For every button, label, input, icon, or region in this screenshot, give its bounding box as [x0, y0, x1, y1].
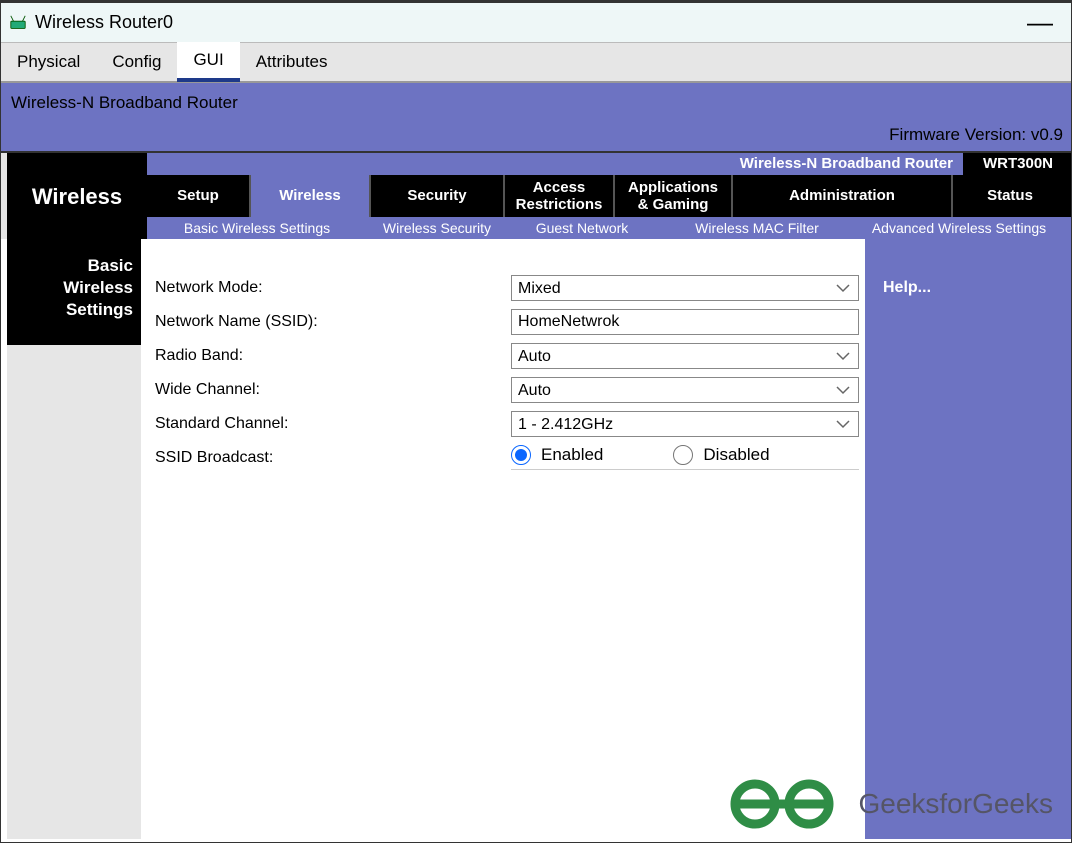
- radio-ssid-enabled[interactable]: [511, 445, 531, 465]
- sub-nav: Basic Wireless Settings Wireless Securit…: [147, 217, 1071, 239]
- nav-admin[interactable]: Administration: [731, 175, 951, 217]
- subnav-guest-network[interactable]: Guest Network: [507, 220, 657, 236]
- subnav-basic[interactable]: Basic Wireless Settings: [147, 220, 367, 236]
- window-titlebar: Wireless Router0 —: [1, 3, 1071, 43]
- help-link[interactable]: Help...: [883, 279, 1053, 297]
- select-standard-channel[interactable]: 1 - 2.412GHz: [511, 411, 859, 437]
- label-ssid-broadcast: SSID Broadcast:: [155, 449, 511, 467]
- window-title: Wireless Router0: [35, 12, 173, 33]
- radio-ssid-disabled[interactable]: [673, 445, 693, 465]
- firmware-version: Firmware Version: v0.9: [9, 125, 1063, 145]
- nav-wireless[interactable]: Wireless: [249, 175, 369, 217]
- nav-status[interactable]: Status: [951, 175, 1067, 217]
- geeksforgeeks-icon: [722, 774, 842, 834]
- left-rail: Basic Wireless Settings: [7, 239, 141, 839]
- subnav-advanced[interactable]: Advanced Wireless Settings: [857, 220, 1071, 236]
- ssid-broadcast-enabled[interactable]: Enabled: [511, 445, 603, 465]
- select-radio-band[interactable]: Auto: [511, 343, 859, 369]
- window-minimize-button[interactable]: —: [1017, 7, 1063, 38]
- view-tabs: Physical Config GUI Attributes: [1, 43, 1071, 81]
- left-rail-title: Basic Wireless Settings: [7, 239, 141, 345]
- help-panel: Help...: [865, 239, 1071, 839]
- router-nav: Wireless-N Broadband Router WRT300N Wire…: [1, 153, 1071, 239]
- select-wide-channel[interactable]: Auto: [511, 377, 859, 403]
- label-radio-band: Radio Band:: [155, 347, 511, 365]
- router-icon: [9, 14, 27, 32]
- label-ssid: Network Name (SSID):: [155, 313, 511, 331]
- tab-physical[interactable]: Physical: [1, 44, 96, 80]
- nav-security[interactable]: Security: [369, 175, 503, 217]
- model-name: Wireless-N Broadband Router: [730, 153, 965, 175]
- watermark: GeeksforGeeks: [722, 774, 1053, 834]
- label-standard-channel: Standard Channel:: [155, 415, 511, 433]
- model-number: WRT300N: [965, 153, 1071, 175]
- subnav-mac-filter[interactable]: Wireless MAC Filter: [657, 220, 857, 236]
- nav-apps[interactable]: Applications & Gaming: [613, 175, 731, 217]
- nav-setup[interactable]: Setup: [147, 175, 249, 217]
- content: Basic Wireless Settings Network Mode: Mi…: [7, 239, 1071, 839]
- ssid-broadcast-group: Enabled Disabled: [511, 445, 859, 470]
- nav-section-label: Wireless: [7, 175, 147, 239]
- tab-gui[interactable]: GUI: [177, 42, 239, 82]
- model-row: Wireless-N Broadband Router WRT300N: [7, 153, 1071, 175]
- select-network-mode[interactable]: Mixed: [511, 275, 859, 301]
- tab-attributes[interactable]: Attributes: [240, 44, 344, 80]
- watermark-text: GeeksforGeeks: [858, 788, 1053, 820]
- ssid-broadcast-disabled[interactable]: Disabled: [673, 445, 769, 465]
- tab-config[interactable]: Config: [96, 44, 177, 80]
- label-wide-channel: Wide Channel:: [155, 381, 511, 399]
- subnav-wireless-security[interactable]: Wireless Security: [367, 220, 507, 236]
- label-network-mode: Network Mode:: [155, 279, 511, 297]
- nav-access[interactable]: Access Restrictions: [503, 175, 613, 217]
- router-banner: Wireless-N Broadband Router Firmware Ver…: [1, 81, 1071, 153]
- input-ssid[interactable]: [511, 309, 859, 335]
- settings-form: Network Mode: Mixed Network Name (SSID):…: [141, 239, 865, 839]
- main-nav: Setup Wireless Security Access Restricti…: [147, 175, 1071, 217]
- router-banner-title: Wireless-N Broadband Router: [11, 93, 1063, 113]
